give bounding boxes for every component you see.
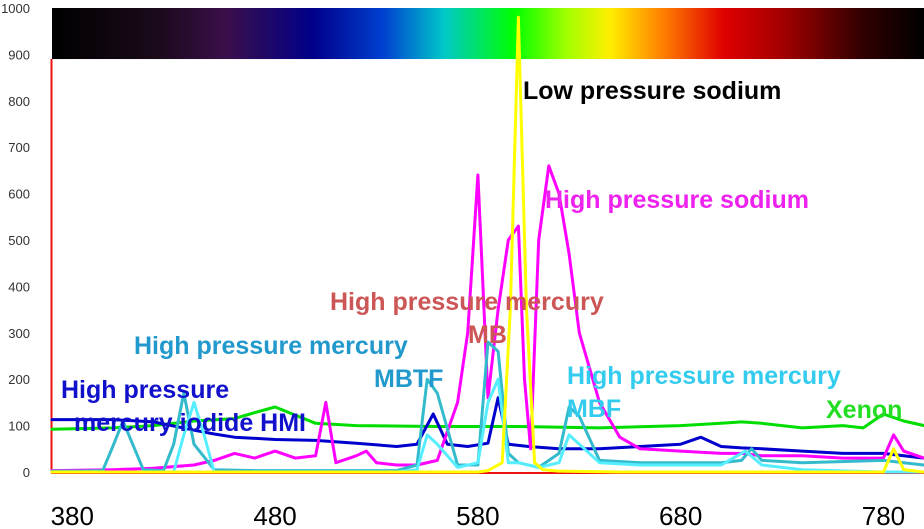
- x-tick-label: 480: [253, 501, 296, 529]
- x-tick-label: 580: [456, 501, 499, 529]
- series-line-2: [50, 396, 924, 460]
- annotation-label: MBTF: [374, 365, 443, 393]
- series-line-1: [50, 405, 924, 431]
- annotation-label: High pressure mercury: [134, 332, 408, 360]
- y-tick-label: 700: [8, 140, 30, 155]
- annotation-label: MBF: [567, 395, 621, 423]
- spectrum-band: [52, 8, 924, 60]
- y-tick-label: 600: [8, 187, 30, 202]
- y-tick-label: 100: [8, 419, 30, 434]
- annotation-label: MB: [468, 321, 507, 349]
- x-tick-label: 780: [862, 501, 905, 529]
- y-tick-label: 200: [8, 372, 30, 387]
- y-tick-label: 400: [8, 279, 30, 294]
- y-tick-label: 500: [8, 233, 30, 248]
- y-tick-label: 800: [8, 94, 30, 109]
- y-tick-label: 1000: [1, 1, 30, 16]
- annotation-label: Low pressure sodium: [523, 77, 781, 105]
- series-line-6: [50, 15, 924, 474]
- y-tick-label: 300: [8, 326, 30, 341]
- annotation-label: High pressure sodium: [545, 186, 809, 214]
- y-tick-label: 900: [8, 47, 30, 62]
- y-tick-label: 0: [23, 465, 30, 480]
- annotation-label: Xenon: [826, 396, 902, 424]
- annotation-label: mercury iodide HMI: [74, 409, 306, 437]
- annotation-label: High pressure mercury: [567, 362, 841, 390]
- annotation-label: High pressure: [61, 376, 229, 404]
- annotation-label: High pressure mercury: [330, 288, 604, 316]
- series-line-5: [50, 377, 924, 474]
- series-line-3: [50, 164, 924, 473]
- x-tick-label: 380: [51, 501, 94, 529]
- x-tick-label: 680: [659, 501, 702, 529]
